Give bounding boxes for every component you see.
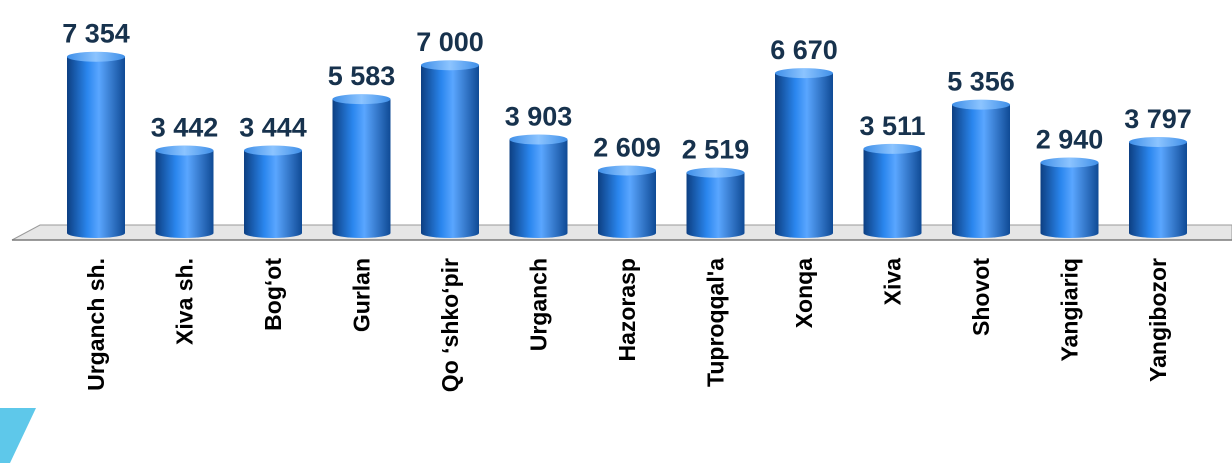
bar xyxy=(155,145,214,239)
data-label: 3 797 xyxy=(1124,104,1192,134)
bar-body xyxy=(1040,162,1099,239)
bar-body xyxy=(1129,141,1187,238)
category-label: Bog‘ot xyxy=(260,258,286,331)
bar-cap xyxy=(67,51,125,62)
bar-cap xyxy=(598,165,656,176)
bar-cap xyxy=(509,134,568,145)
bar-body xyxy=(775,73,833,238)
category-label: Urganch xyxy=(526,258,552,351)
bar xyxy=(1040,157,1099,239)
data-label: 2 519 xyxy=(682,135,750,165)
data-label: 3 444 xyxy=(239,112,307,142)
bar-body xyxy=(686,172,745,239)
category-label: Shovot xyxy=(968,258,994,336)
bar-cap xyxy=(863,143,922,154)
category-label: Qo ‘shko‘pir xyxy=(437,258,463,392)
data-label: 2 609 xyxy=(593,132,661,162)
category-label: Yangibozor xyxy=(1145,258,1171,382)
bar-cap xyxy=(952,99,1010,110)
bar-body xyxy=(421,65,479,238)
data-label: 2 940 xyxy=(1036,125,1104,155)
bar xyxy=(421,60,479,238)
bar-body xyxy=(863,148,922,239)
bar-body xyxy=(509,139,568,239)
bar xyxy=(952,99,1010,239)
bar-body xyxy=(155,150,214,239)
data-label: 3 903 xyxy=(505,101,573,131)
bar-cap xyxy=(155,145,214,156)
category-label: Tuproqqal'a xyxy=(703,258,729,387)
category-label: Xonqa xyxy=(791,258,817,328)
bar-cap xyxy=(332,94,391,105)
bar xyxy=(509,134,568,239)
data-label: 6 670 xyxy=(770,35,838,65)
bar-body xyxy=(952,104,1010,239)
category-label: Xiva xyxy=(880,258,906,306)
bar-cap xyxy=(775,68,833,79)
bar xyxy=(775,68,833,238)
bar xyxy=(67,51,125,238)
bar xyxy=(332,94,391,239)
data-label: 5 356 xyxy=(947,67,1015,97)
category-label: Urganch sh. xyxy=(83,258,109,391)
data-label: 3 511 xyxy=(859,111,925,141)
bar xyxy=(598,165,656,238)
bar-cap xyxy=(421,60,479,71)
bar-cap xyxy=(1040,157,1099,168)
bar xyxy=(863,143,922,239)
bar xyxy=(244,145,302,238)
bar-body xyxy=(598,170,656,238)
bar-cap xyxy=(244,145,302,156)
category-label: Yangiariq xyxy=(1057,258,1083,362)
data-label: 7 354 xyxy=(62,19,130,49)
data-label: 5 583 xyxy=(328,61,396,91)
data-label: 7 000 xyxy=(416,27,484,57)
bar-body xyxy=(67,56,125,238)
bar-body xyxy=(332,99,391,239)
category-label: Gurlan xyxy=(349,258,375,332)
bar-body xyxy=(244,150,302,238)
data-label: 3 442 xyxy=(151,112,219,142)
accent-triangle xyxy=(0,408,36,463)
bar xyxy=(1129,136,1187,238)
bar-cap xyxy=(1129,136,1187,147)
category-label: Xiva sh. xyxy=(172,258,198,345)
category-label: Hazorasp xyxy=(614,258,640,362)
bar xyxy=(686,167,745,239)
bar-cap xyxy=(686,167,745,178)
